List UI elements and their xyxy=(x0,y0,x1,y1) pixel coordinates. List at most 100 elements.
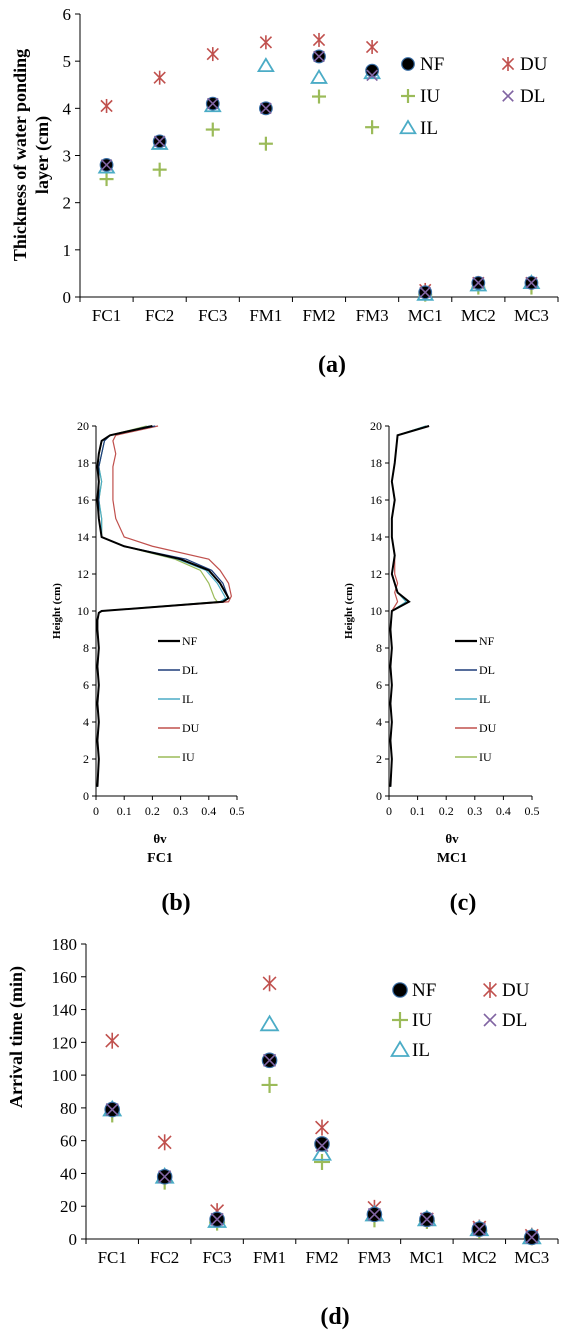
x-tick-label: MC1 xyxy=(409,1248,444,1267)
chart-c-xlabel: θv xyxy=(445,831,459,846)
x-tick-label: FC2 xyxy=(150,1248,179,1267)
marker-dl xyxy=(420,1212,434,1226)
marker-il xyxy=(312,1144,332,1161)
y-tick-label: 3 xyxy=(63,147,72,166)
legend-marker-il xyxy=(390,1040,410,1057)
x-tick-label: FM3 xyxy=(356,306,389,325)
x-tick-label: 0.1 xyxy=(410,804,425,818)
x-tick-label: FC1 xyxy=(98,1248,127,1267)
y-tick-label: 12 xyxy=(370,567,382,581)
x-tick-label: MC1 xyxy=(408,306,443,325)
x-tick-label: 0.5 xyxy=(230,804,245,818)
chart-a-ylabel-line1: Thickness of water ponding xyxy=(10,49,30,261)
marker-dl xyxy=(367,1207,382,1221)
chart-c: 0 2 4 6 8 10 12 14 16 18 20 0 0.1 0.2 0.3 0.4 0.5 NF DL IL D… xyxy=(343,419,540,916)
y-tick-label: 2 xyxy=(63,194,72,213)
chart-c-caption: MC1 xyxy=(437,851,467,866)
x-tick-label: 0.3 xyxy=(173,804,188,818)
marker-dl xyxy=(260,102,272,115)
legend-label-il: IL xyxy=(182,692,193,706)
chart-c-ylabel: Height (cm) xyxy=(343,583,355,639)
marker-nf xyxy=(365,63,380,78)
x-tick-label: FC3 xyxy=(202,1248,231,1267)
y-tick-label: 2 xyxy=(83,752,89,766)
x-tick-label: 0.5 xyxy=(525,804,540,818)
y-tick-label: 16 xyxy=(370,493,382,507)
legend-label-il: IL xyxy=(412,1040,430,1061)
legend-marker-du xyxy=(501,57,515,71)
legend-label-du: DU xyxy=(182,721,200,735)
legend-label-iu: IU xyxy=(412,1010,432,1031)
marker-iu xyxy=(99,172,114,187)
marker-dl xyxy=(525,277,538,289)
legend-marker-nf xyxy=(401,57,415,71)
chart-a-panel-label: (a) xyxy=(318,352,346,378)
chart-b-panel-label: (b) xyxy=(161,890,190,916)
x-tick-label: 0.3 xyxy=(467,804,482,818)
legend-label-iu: IU xyxy=(479,750,492,764)
profile-line-nf xyxy=(389,425,430,787)
y-tick-label: 12 xyxy=(77,567,89,581)
y-tick-label: 4 xyxy=(63,99,72,118)
x-tick-label: FC3 xyxy=(198,306,227,325)
chart-a-ylabel-line2: layer (cm) xyxy=(32,116,53,194)
marker-dl xyxy=(472,277,485,289)
x-tick-label: MC2 xyxy=(462,1248,497,1267)
legend-label-dl: DL xyxy=(182,663,198,677)
x-tick-label: 0 xyxy=(386,804,392,818)
marker-dl xyxy=(210,1212,224,1226)
marker-iu xyxy=(314,1153,330,1170)
y-tick-label: 60 xyxy=(60,1132,77,1151)
profile-line-nf xyxy=(96,425,230,787)
y-tick-label: 0 xyxy=(69,1230,78,1249)
profile-line-du xyxy=(389,425,430,787)
y-tick-label: 20 xyxy=(60,1197,77,1216)
chart-d-ylabel: Arrival time (min) xyxy=(6,966,27,1108)
legend-label-nf: NF xyxy=(479,634,495,648)
x-tick-label: 0.2 xyxy=(145,804,160,818)
chart-c-panel-label: (c) xyxy=(450,890,477,916)
marker-iu xyxy=(365,120,380,135)
marker-dl xyxy=(419,286,432,299)
legend-marker-iu xyxy=(401,89,415,103)
marker-dl xyxy=(158,1170,172,1184)
legend-label-nf: NF xyxy=(182,634,198,648)
legend-marker-du xyxy=(483,982,497,998)
y-tick-label: 0 xyxy=(376,789,382,803)
y-tick-label: 10 xyxy=(77,604,89,618)
chart-a: 0 1 2 3 4 5 6 FC1 FC2 FC3 FM1 FM2 FM3 MC1 MC2 MC3 NF DU IU… xyxy=(10,5,559,378)
marker-dl xyxy=(525,1230,539,1244)
y-tick-label: 14 xyxy=(77,530,89,544)
x-tick-label: MC3 xyxy=(514,1248,549,1267)
legend-label-du: DU xyxy=(502,980,530,1001)
x-tick-label: FM1 xyxy=(249,306,282,325)
legend-label-il: IL xyxy=(479,692,490,706)
marker-du xyxy=(312,32,326,47)
y-tick-label: 4 xyxy=(83,715,89,729)
y-tick-label: 40 xyxy=(60,1164,77,1183)
y-tick-label: 16 xyxy=(77,493,89,507)
y-tick-label: 100 xyxy=(52,1066,78,1085)
y-tick-label: 0 xyxy=(83,789,89,803)
y-tick-label: 8 xyxy=(83,641,89,655)
x-tick-label: 0.4 xyxy=(496,804,511,818)
marker-du xyxy=(262,975,277,992)
marker-dl xyxy=(472,1222,486,1236)
marker-du xyxy=(259,35,273,50)
marker-dl xyxy=(262,1053,277,1067)
y-tick-label: 18 xyxy=(77,456,89,470)
y-tick-label: 140 xyxy=(52,1001,78,1020)
y-tick-label: 20 xyxy=(370,419,382,433)
marker-du xyxy=(206,47,219,62)
y-tick-label: 1 xyxy=(63,241,72,260)
legend-label-dl: DL xyxy=(479,663,495,677)
y-tick-label: 14 xyxy=(370,530,382,544)
y-tick-label: 120 xyxy=(52,1033,78,1052)
x-tick-label: 0.4 xyxy=(201,804,216,818)
legend-label-du: DU xyxy=(520,54,548,75)
y-tick-label: 10 xyxy=(370,604,382,618)
y-tick-label: 160 xyxy=(52,968,78,987)
marker-du xyxy=(315,1119,329,1136)
marker-du xyxy=(100,98,113,113)
